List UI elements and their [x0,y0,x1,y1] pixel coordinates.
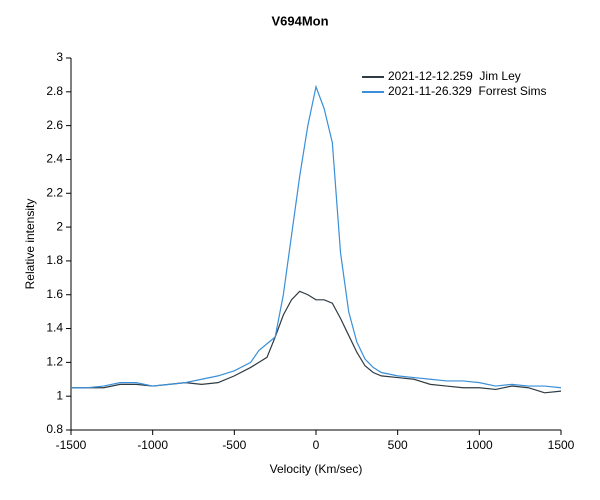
y-tick-label: 2.4 [46,152,63,166]
data-line [71,84,562,389]
x-axis-label: Velocity (Km/sec) [270,462,363,476]
x-tick-label: 1500 [548,438,575,452]
legend-label: 2021-12-12.259 Jim Ley [388,69,521,83]
y-tick-label: 1.4 [46,321,63,335]
x-tick-label: 0 [313,438,320,452]
y-tick-label: 2.6 [46,118,63,132]
y-tick-label: 2.2 [46,185,63,199]
y-tick-label: 2 [56,219,63,233]
data-line [71,290,562,394]
chart-title: V694Mon [271,13,328,28]
y-tick-label: 1.2 [46,355,63,369]
y-tick-label: 1.8 [46,253,63,267]
x-tick-label: -500 [222,438,246,452]
y-axis-label: Relative intensity [23,199,37,290]
y-tick-label: 2.8 [46,84,63,98]
x-tick-label: -1000 [137,438,168,452]
y-tick-label: 3 [56,50,63,64]
y-tick-label: 1 [56,388,63,402]
x-tick-label: 1000 [466,438,493,452]
x-tick-label: 500 [388,438,408,452]
legend-label: 2021-11-26.329 Forrest Sims [388,84,547,98]
y-tick-label: 0.8 [46,422,63,436]
x-tick-label: -1500 [56,438,87,452]
y-tick-label: 1.6 [46,287,63,301]
